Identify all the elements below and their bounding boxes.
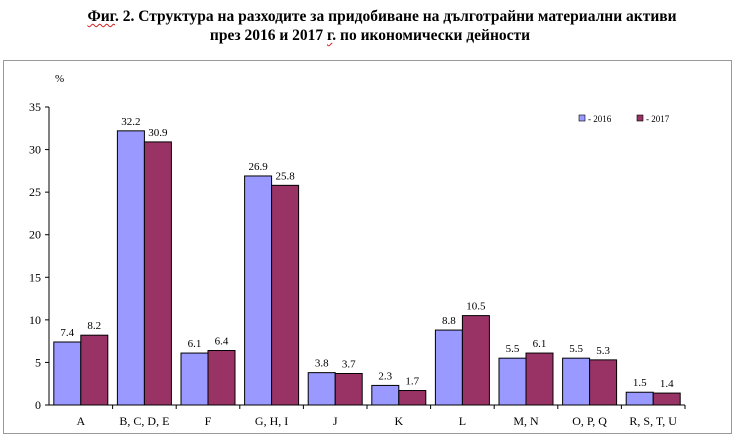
legend-swatch-2017 bbox=[636, 114, 644, 122]
bar-2016 bbox=[116, 130, 145, 406]
bar-2017 bbox=[207, 350, 236, 406]
x-tick-label: F bbox=[205, 414, 212, 428]
title-line-2-text-b: . по икономически дейности bbox=[332, 27, 531, 44]
bar-2017 bbox=[271, 184, 300, 406]
bar-2016 bbox=[434, 329, 463, 406]
data-label: 7.4 bbox=[60, 327, 74, 339]
data-label: 1.7 bbox=[405, 376, 419, 388]
y-tick-label: 10 bbox=[29, 313, 41, 327]
x-tick-label: G, H, I bbox=[255, 414, 288, 428]
x-tick-label: K bbox=[394, 414, 403, 428]
x-tick-label: A bbox=[76, 414, 85, 428]
data-label: 5.5 bbox=[506, 343, 520, 355]
x-tick-label: L bbox=[459, 414, 466, 428]
data-label: 6.4 bbox=[215, 336, 229, 348]
legend-label-2016: - 2016 bbox=[588, 114, 612, 124]
bar-2016 bbox=[562, 357, 591, 406]
y-tick-label: 30 bbox=[29, 143, 41, 157]
bar-2017 bbox=[525, 352, 554, 406]
title-line-1-text: . 2. Структура на разходите за придобива… bbox=[114, 8, 677, 25]
y-tick-label: 25 bbox=[29, 185, 41, 199]
data-label: 5.5 bbox=[569, 343, 583, 355]
x-tick-label: M, N bbox=[513, 414, 539, 428]
bar-2017 bbox=[143, 141, 172, 406]
data-label: 32.2 bbox=[121, 116, 140, 128]
y-tick-label: 0 bbox=[35, 398, 41, 412]
y-tick-label: 35 bbox=[29, 100, 41, 114]
x-tick-label: R, S, T, U bbox=[629, 414, 677, 428]
y-tick-label: 15 bbox=[29, 270, 41, 284]
chart-frame bbox=[3, 60, 732, 434]
title-g-abbrev: г bbox=[327, 27, 333, 44]
bar-2016 bbox=[371, 384, 400, 406]
data-label: 2.3 bbox=[378, 370, 392, 382]
x-tick-label: J bbox=[333, 414, 338, 428]
bar-2016 bbox=[625, 391, 654, 406]
data-label: 6.1 bbox=[533, 338, 547, 350]
bar-2016 bbox=[498, 357, 527, 406]
x-tick-label: O, P, Q bbox=[572, 414, 607, 428]
bar-2016 bbox=[244, 175, 273, 406]
y-axis-label: % bbox=[55, 73, 64, 85]
y-tick-label: 20 bbox=[29, 228, 41, 242]
data-label: 3.8 bbox=[315, 358, 329, 370]
data-label: 1.5 bbox=[633, 377, 647, 389]
data-label: 8.8 bbox=[442, 315, 456, 327]
bar-2017 bbox=[398, 390, 427, 406]
data-label: 5.3 bbox=[596, 345, 610, 357]
bar-2017 bbox=[461, 315, 490, 406]
bar-2017 bbox=[589, 359, 618, 406]
legend-swatch-2016 bbox=[578, 114, 586, 122]
bar-2016 bbox=[180, 352, 209, 406]
data-label: 6.1 bbox=[188, 338, 202, 350]
chart-title-line-1: Фиг. 2. Структура на разходите за придоб… bbox=[12, 8, 740, 26]
title-line-2-text-a: през 2016 и 2017 bbox=[209, 27, 327, 44]
legend-label-2017: - 2017 bbox=[646, 114, 670, 124]
data-label: 25.8 bbox=[275, 170, 295, 182]
data-label: 26.9 bbox=[248, 161, 268, 173]
title-fig-word: Фиг bbox=[87, 8, 115, 25]
bar-2016 bbox=[53, 341, 82, 406]
data-label: 30.9 bbox=[148, 127, 168, 139]
data-label: 1.4 bbox=[660, 378, 674, 390]
chart-title-line-2: през 2016 и 2017 г. по икономически дейн… bbox=[0, 27, 740, 45]
bar-2016 bbox=[307, 372, 336, 406]
bar-2017 bbox=[334, 372, 363, 406]
data-label: 8.2 bbox=[87, 320, 101, 332]
x-tick-label: B, C, D, E bbox=[119, 414, 169, 428]
bar-2017 bbox=[652, 392, 681, 406]
y-tick-label: 5 bbox=[35, 355, 41, 369]
bar-2017 bbox=[80, 334, 109, 406]
data-label: 10.5 bbox=[466, 301, 486, 313]
data-label: 3.7 bbox=[342, 358, 356, 370]
